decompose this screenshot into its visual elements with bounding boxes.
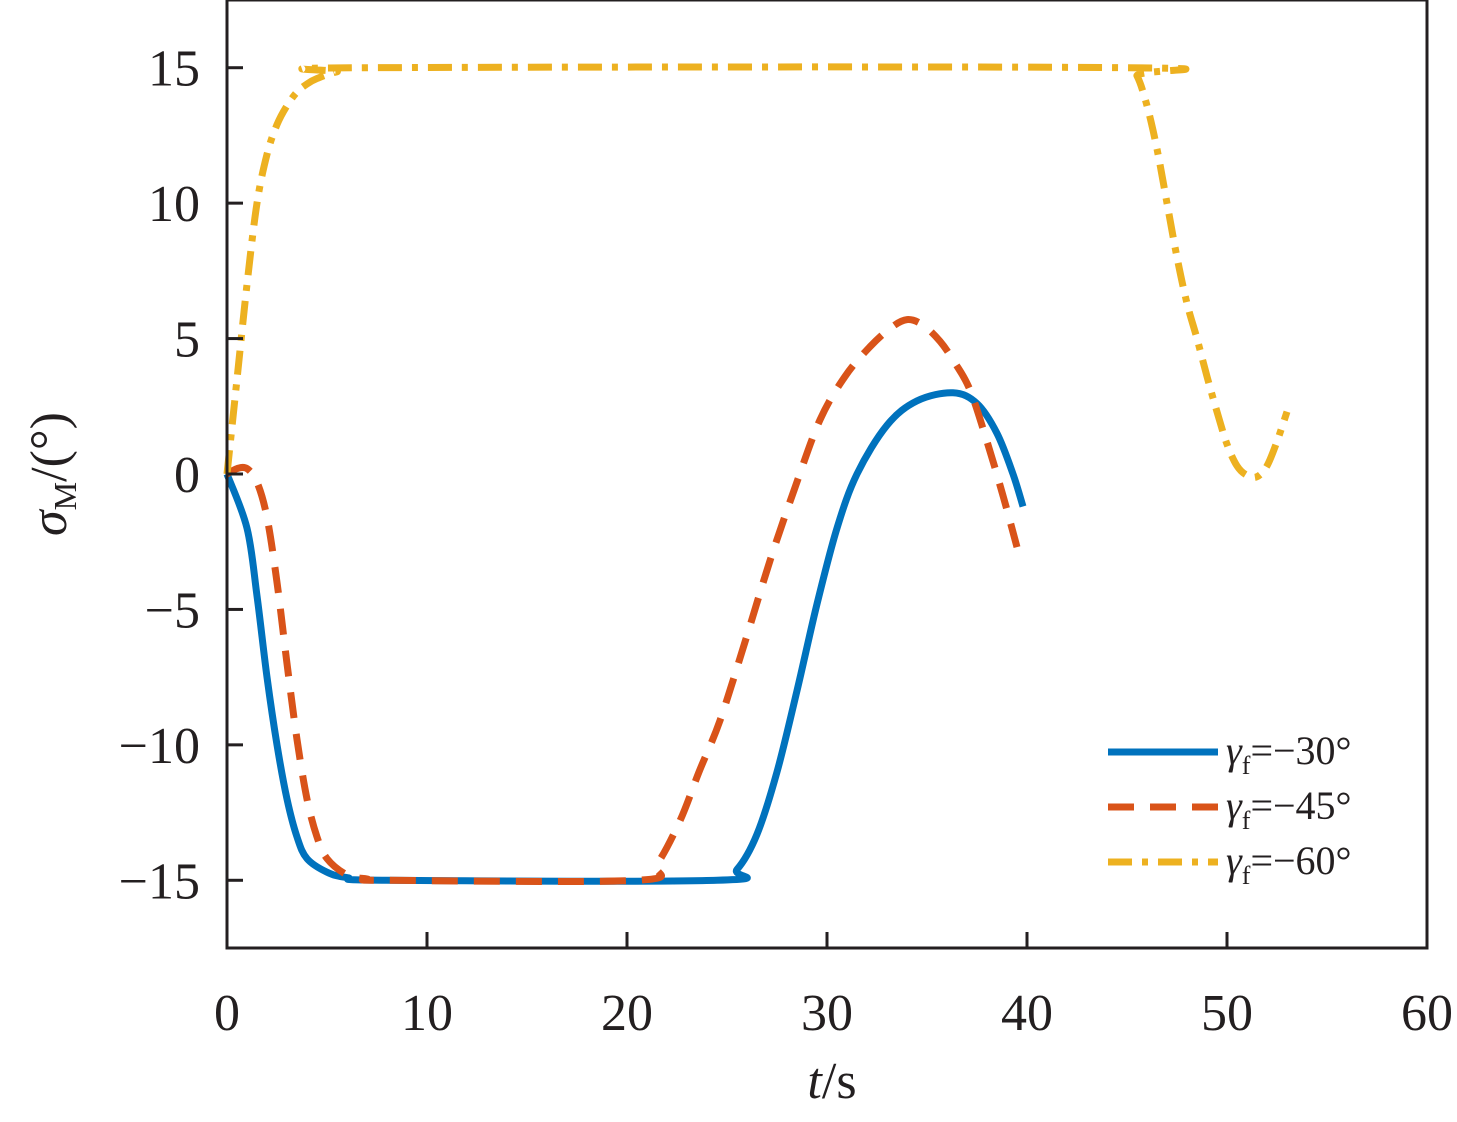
y-tick-label: 0 <box>174 447 200 504</box>
x-tick-label: 0 <box>214 985 240 1042</box>
legend: γf=−30°γf=−45°γf=−60° <box>1108 728 1352 890</box>
x-tick-label: 40 <box>1001 985 1053 1042</box>
x-tick-label: 50 <box>1201 985 1253 1042</box>
series-layer <box>223 63 1291 886</box>
y-tick-label: −5 <box>145 582 200 639</box>
y-tick-label: 10 <box>148 176 200 233</box>
series-line-3 <box>223 63 1291 481</box>
y-tick-label: −10 <box>119 718 200 775</box>
legend-label-3: γf=−60° <box>1226 838 1352 890</box>
y-tick-label: −15 <box>119 853 200 910</box>
x-tick-label: 20 <box>601 985 653 1042</box>
series-line-2 <box>225 316 1021 886</box>
y-tick-label: 5 <box>174 312 200 369</box>
y-axis-label: σM/(°) <box>21 412 83 536</box>
legend-label-1: γf=−30° <box>1226 728 1352 780</box>
x-axis-label: t/s <box>807 1053 856 1110</box>
x-tick-label: 30 <box>801 985 853 1042</box>
legend-label-2: γf=−45° <box>1226 783 1352 835</box>
x-tick-label: 60 <box>1401 985 1453 1042</box>
series-line-1 <box>223 389 1027 885</box>
y-tick-label: 15 <box>148 41 200 98</box>
x-tick-label: 10 <box>401 985 453 1042</box>
